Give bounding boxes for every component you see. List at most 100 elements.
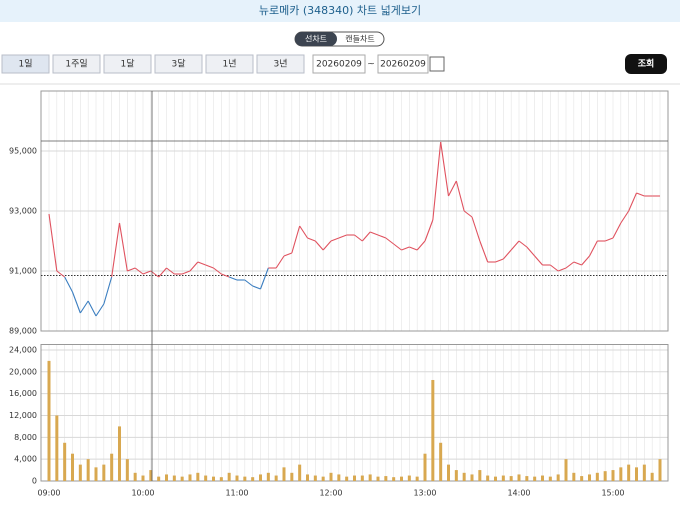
price-segment [158,267,167,278]
price-segment [64,276,73,293]
volume-bar [588,474,591,481]
volume-bar [118,426,121,481]
y-tick-label: 95,000 [9,147,37,156]
volume-bar [658,459,662,481]
price-segment [432,141,442,221]
price-segment [361,231,371,242]
price-segment [181,270,191,275]
volume-bar [564,459,568,481]
volume-bar [290,472,294,481]
x-tick-label: 09:00 [37,489,60,498]
y-tick-label: 16,000 [9,389,37,398]
toggle-on[interactable] [295,32,337,46]
volume-bar [227,472,231,481]
volume-bar [595,472,599,481]
price-segment [526,246,536,257]
price-segment [604,237,614,242]
x-tick-label: 14:00 [507,489,530,498]
volume-bar [517,474,521,481]
price-segment [118,222,128,272]
volume-bar [392,477,396,481]
volume-bar [627,464,631,481]
price-segment [221,273,230,278]
price-segment [479,240,489,263]
x-tick-label: 11:00 [225,489,248,498]
price-segment [495,258,504,263]
volume-bar [196,472,200,481]
date-sep: ~ [367,60,375,70]
volume-bar [259,474,262,481]
period-button[interactable] [1,54,50,74]
calendar-icon[interactable] [429,56,445,72]
volume-bar [533,476,537,481]
y-tick-label: 91,000 [9,267,37,276]
volume-bar [384,476,388,481]
price-segment [252,285,261,290]
price-segment [612,222,622,239]
price-segment [573,261,582,266]
volume-bar [454,470,458,481]
period-button[interactable] [154,54,203,74]
volume-bar [548,476,552,481]
price-segment [330,237,340,242]
price-segment [338,234,347,239]
volume-bar [235,475,239,481]
price-segment [213,267,222,275]
period-button[interactable] [103,54,152,74]
volume-bar [133,472,137,481]
period-label[interactable]: 3달 [171,58,185,70]
volume-bar [642,464,646,481]
period-label[interactable]: 1일 [18,59,32,70]
volume-bar [447,464,450,481]
date-input[interactable] [312,54,366,74]
volume-bar [439,442,443,481]
period-label[interactable]: 1달 [120,58,134,70]
volume-bar [149,470,153,481]
period-label[interactable]: 1주일 [65,59,87,70]
date-from[interactable]: 20260209 [316,60,362,70]
period-button[interactable] [205,54,254,74]
volume-bar [478,470,482,481]
date-to[interactable]: 20260209 [380,60,426,70]
price-segment [354,234,363,242]
header-bar [0,0,680,22]
volume-bar [204,475,208,481]
toggle-label[interactable]: 선차트 [305,35,327,44]
volume-bar [71,453,74,481]
period-button[interactable] [256,54,305,74]
volume-bar [619,467,623,481]
price-segment [377,234,387,239]
price-segment [228,276,238,281]
volume-bar [298,464,302,481]
price-segment [79,300,89,314]
price-segment [95,303,105,317]
period-button[interactable] [52,54,101,74]
volume-bar [63,442,67,481]
volume-bar [188,474,192,481]
x-tick-label: 13:00 [413,489,436,498]
volume-bar [141,475,145,481]
period-label[interactable]: 3년 [273,59,287,70]
x-tick-label: 15:00 [601,489,624,498]
price-segment [416,240,426,251]
period-label[interactable]: 1년 [222,59,236,70]
y-tick-label: 8,000 [14,433,37,442]
volume-bar [243,476,247,481]
price-segment [518,240,528,248]
price-segment [565,261,575,269]
price-segment [401,246,410,251]
search-button[interactable] [625,54,667,74]
price-segment [283,252,293,257]
price-segment [259,267,269,290]
price-segment [636,192,645,197]
y-tick-label: 93,000 [9,207,37,216]
toggle-label[interactable]: 캔들차트 [345,34,374,44]
search-label[interactable]: 조회 [638,58,655,70]
volume-bar [494,476,497,481]
volume-bar [431,379,435,481]
date-input[interactable] [377,54,429,74]
price-segment [581,255,590,266]
y-tick-label: 24,000 [9,345,37,354]
